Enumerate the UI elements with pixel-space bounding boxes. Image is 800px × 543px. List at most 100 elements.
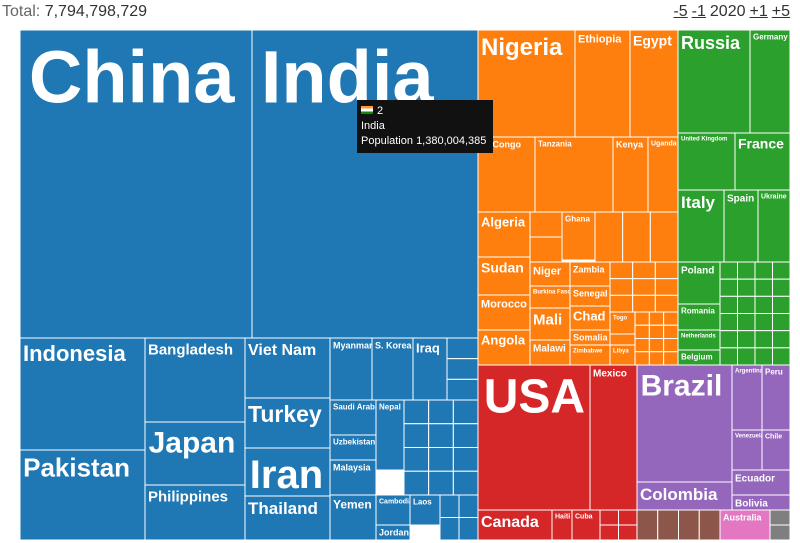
country-cell [144,337,246,423]
filler-cell [403,470,430,496]
country-cell [19,337,146,451]
country-cell [609,311,636,335]
filler-cell [599,509,619,526]
filler-cell [663,338,679,353]
country-cell [723,189,759,263]
country-label: Niger [533,265,562,277]
country-label: Pakistan [23,453,130,483]
filler-cell [428,399,454,425]
filler-cell [452,399,479,425]
country-cell [144,421,246,486]
country-label: Netherlands [681,334,716,340]
country-cell [677,261,721,305]
filler-cell [772,347,791,366]
country-cell [569,261,611,287]
filler-cell [452,447,479,472]
country-cell [477,364,591,511]
year-nav: -5 -1 2020 +1 +5 [669,3,790,21]
total-value: 7,794,798,729 [44,3,148,20]
country-cell [629,29,679,138]
filler-cell [446,358,479,380]
filler-cell [446,378,479,401]
filler-cell [754,330,773,349]
country-label: Egypt [633,32,672,48]
filler-cell [609,294,634,313]
filler-cell [403,399,430,425]
country-label: Zimbabwe [573,349,603,355]
nav-back-1[interactable]: -1 [691,3,706,20]
filler-cell [649,211,679,263]
filler-cell [719,261,738,280]
filler-cell [663,311,679,326]
country-label: Uganda [651,141,677,148]
country-label: Bolivia [735,499,768,510]
country-cell [329,494,377,541]
filler-cell [634,338,650,353]
country-label: Ecuador [735,474,775,485]
filler-cell [452,470,479,496]
filler-cell [737,278,756,297]
country-label: Viet Nam [248,342,316,359]
filler-cell [698,509,721,541]
filler-cell [754,295,773,315]
country-cell [329,434,377,461]
nav-back-5[interactable]: -5 [673,3,688,20]
total-label: Total: [2,3,41,20]
tooltip-name: India [361,120,385,132]
filler-cell [458,517,479,541]
filler-cell [634,351,650,366]
country-cell [589,364,638,511]
filler-cell [648,324,665,339]
filler-cell [737,330,756,349]
filler-cell [632,294,656,313]
tooltip-value: 1,380,004,385 [416,135,487,147]
country-label: Thailand [248,499,318,518]
country-cell [477,509,553,541]
country-label: Malawi [533,344,566,355]
country-label: France [738,135,784,151]
country-label: Venezuela [735,434,765,440]
filler-cell [632,261,656,280]
country-cell [677,189,725,263]
country-cell [244,447,331,497]
country-cell [761,364,791,431]
country-label: Turkey [248,401,322,427]
filler-cell [769,509,791,526]
country-cell [251,29,479,339]
country-cell [19,449,146,541]
country-cell [375,399,405,471]
nav-fwd-5[interactable]: +5 [771,3,790,20]
country-label: R. Congo [481,140,521,150]
country-label: Saudi Arabia [333,403,382,412]
filler-cell [403,447,430,472]
filler-cell [663,351,679,366]
filler-cell [636,509,659,541]
country-label: USA [484,371,585,424]
country-cell [749,29,791,134]
filler-cell [657,509,679,541]
country-label: Ethiopia [578,33,622,45]
country-cell [571,509,601,541]
filler-cell [609,278,634,296]
country-label: Angola [481,332,526,347]
total: Total: 7,794,798,729 [2,3,147,21]
country-label: Germany [753,33,788,42]
filler-cell [609,333,636,346]
filler-cell [678,509,700,541]
filler-cell [622,211,651,263]
country-label: Philippines [148,488,228,505]
filler-cell [609,261,634,280]
filler-cell [737,295,756,315]
filler-cell [632,278,656,296]
country-cell [477,211,531,258]
country-label: Haiti [555,514,570,521]
country-label: Canada [481,514,539,531]
country-cell [612,136,649,213]
country-cell [409,494,441,526]
filler-cell [737,347,756,366]
country-label: Chad [573,308,606,323]
country-cell [144,484,246,541]
nav-fwd-1[interactable]: +1 [749,3,768,20]
